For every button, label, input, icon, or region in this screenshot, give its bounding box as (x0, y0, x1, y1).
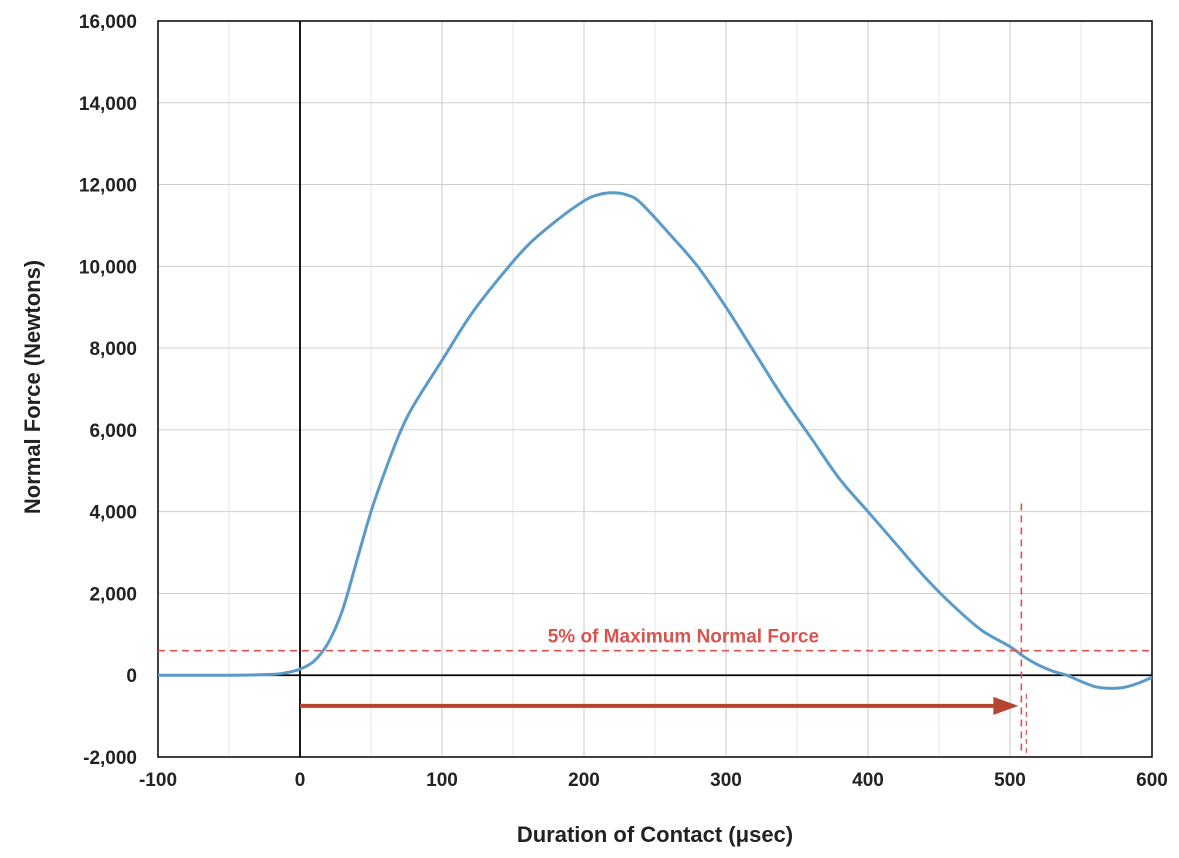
x-tick-label: -100 (139, 770, 177, 791)
x-tick-label: 0 (295, 770, 306, 791)
y-tick-label: -2,000 (83, 748, 137, 769)
annotations: 5% of Maximum Normal Force (158, 503, 1152, 755)
x-tick-label: 200 (568, 770, 600, 791)
svg-text:Duration of Contact (μsec): Duration of Contact (μsec) (517, 822, 793, 847)
series-layer (157, 191, 1153, 690)
x-axis-title: Duration of Contact (μsec) (517, 822, 793, 847)
y-tick-label: 12,000 (79, 176, 137, 197)
y-tick-label: 4,000 (89, 503, 137, 524)
y-tick-label: 8,000 (89, 339, 137, 360)
x-tick-label: 400 (852, 770, 884, 791)
y-tick-label: 0 (126, 666, 137, 687)
x-axis-title-text: Duration of Contact ( (517, 822, 736, 847)
y-tick-label: 14,000 (79, 94, 137, 115)
duration-arrow-head (993, 696, 1019, 715)
axes (157, 20, 1153, 758)
y-tick-label: 16,000 (79, 12, 137, 33)
series-line-normal-force (157, 191, 1153, 690)
x-tick-label: 600 (1136, 770, 1168, 791)
x-tick-label: 500 (994, 770, 1026, 791)
x-axis-title-close: ) (786, 822, 793, 847)
y-tick-label: 6,000 (89, 421, 137, 442)
x-tick-label: 300 (710, 770, 742, 791)
y-tick-label: 2,000 (89, 584, 137, 605)
x-tick-label: 100 (426, 770, 458, 791)
tick-labels: -100 0 100 200 300 400 500 600 -2,000 0 2,000 4,000… (79, 12, 1168, 791)
y-axis-title: Normal Force (Newtons) (20, 260, 45, 514)
plot-frame (157, 20, 1153, 758)
x-axis-title-unit: μsec (736, 822, 786, 847)
y-tick-label: 10,000 (79, 257, 137, 278)
threshold-label: 5% of Maximum Normal Force (548, 627, 819, 648)
